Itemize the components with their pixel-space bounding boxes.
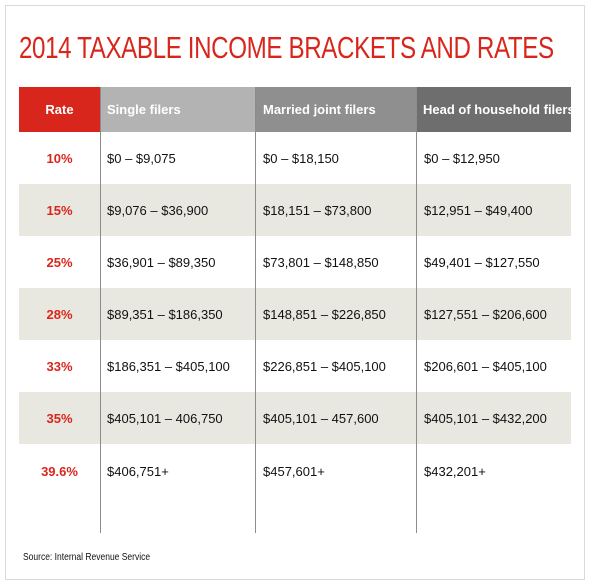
married-joint-filers-cell: $226,851 – $405,100	[263, 358, 386, 374]
table-row: 35% $405,101 – 406,750 $405,101 – 457,600 $…	[19, 392, 571, 444]
header-head-of-household-filers: Head of household filers	[417, 87, 575, 132]
rate-cell: 10%	[46, 150, 73, 166]
column-divider	[255, 87, 256, 533]
single-filers-cell: $9,076 – $36,900	[107, 202, 209, 218]
graphic-frame	[5, 5, 585, 580]
head-of-household-filers-cell: $0 – $12,950	[424, 150, 500, 166]
header-married-joint-filers: Married joint filers	[256, 87, 416, 132]
married-joint-filers-cell: $457,601+	[263, 464, 325, 479]
brackets-table: 10% $0 – $9,075 $0 – $18,150 $0 – $12,950 15…	[19, 87, 575, 533]
head-of-household-filers-cell: $12,951 – $49,400	[424, 202, 533, 218]
header-single-filers: Single filers	[100, 87, 255, 132]
table-row: 25% $36,901 – $89,350 $73,801 – $148,850 $4…	[19, 236, 571, 288]
rate-cell: 25%	[46, 254, 73, 270]
rate-cell: 39.6%	[41, 464, 78, 479]
rate-cell: 33%	[46, 358, 73, 374]
rate-cell: 35%	[46, 410, 73, 426]
married-joint-filers-cell: $0 – $18,150	[263, 150, 339, 166]
table-row: 15% $9,076 – $36,900 $18,151 – $73,800 $12,…	[19, 184, 571, 236]
single-filers-cell: $186,351 – $405,100	[107, 358, 230, 374]
header-rate: Rate	[19, 87, 100, 132]
married-joint-filers-cell: $148,851 – $226,850	[263, 306, 386, 322]
head-of-household-filers-cell: $49,401 – $127,550	[424, 254, 540, 270]
table-header: Rate Single filers Married joint filers …	[19, 87, 575, 132]
single-filers-cell: $89,351 – $186,350	[107, 306, 223, 322]
rate-cell: 15%	[46, 202, 73, 218]
single-filers-cell: $36,901 – $89,350	[107, 254, 216, 270]
single-filers-cell: $406,751+	[107, 464, 169, 479]
single-filers-cell: $0 – $9,075	[107, 150, 176, 166]
head-of-household-filers-cell: $405,101 – $432,200	[424, 410, 547, 426]
head-of-household-filers-cell: $432,201+	[424, 464, 486, 479]
married-joint-filers-cell: $405,101 – 457,600	[263, 410, 379, 426]
source-note: Source: Internal Revenue Service	[23, 552, 151, 563]
married-joint-filers-cell: $18,151 – $73,800	[263, 202, 372, 218]
table-row: 39.6% $406,751+ $457,601+ $432,201+	[19, 444, 571, 496]
chart-title: 2014 TAXABLE INCOME BRACKETS AND RATES	[19, 30, 554, 65]
column-divider	[416, 87, 417, 533]
head-of-household-filers-cell: $127,551 – $206,600	[424, 306, 547, 322]
table-row: 33% $186,351 – $405,100 $226,851 – $405,10…	[19, 340, 571, 392]
table-row: 10% $0 – $9,075 $0 – $18,150 $0 – $12,950	[19, 132, 571, 184]
column-divider	[100, 87, 101, 533]
rate-cell: 28%	[46, 306, 73, 322]
single-filers-cell: $405,101 – 406,750	[107, 410, 223, 426]
married-joint-filers-cell: $73,801 – $148,850	[263, 254, 379, 270]
head-of-household-filers-cell: $206,601 – $405,100	[424, 358, 547, 374]
table-row: 28% $89,351 – $186,350 $148,851 – $226,850…	[19, 288, 571, 340]
